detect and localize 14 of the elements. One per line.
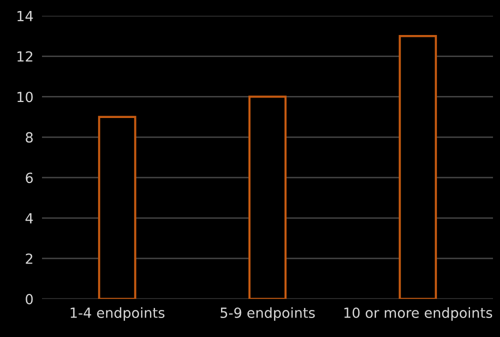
bar bbox=[98, 116, 136, 299]
y-tick-label: 6 bbox=[26, 172, 33, 184]
x-tick-label: 5-9 endpoints bbox=[220, 307, 315, 321]
y-tick-label: 4 bbox=[26, 213, 33, 224]
y-tick-label: 10 bbox=[18, 92, 33, 102]
y-tick-label: 12 bbox=[18, 51, 32, 62]
y-tick-label: 2 bbox=[26, 253, 32, 264]
y-tick-label: 0 bbox=[26, 294, 33, 304]
x-tick-label: 10 or more endpoints bbox=[344, 307, 492, 321]
bar bbox=[248, 96, 287, 299]
x-tick-label: 1-4 endpoints bbox=[70, 307, 164, 321]
y-tick-label: 14 bbox=[18, 10, 33, 22]
y-tick-label: 8 bbox=[26, 132, 33, 143]
bar bbox=[398, 35, 437, 299]
